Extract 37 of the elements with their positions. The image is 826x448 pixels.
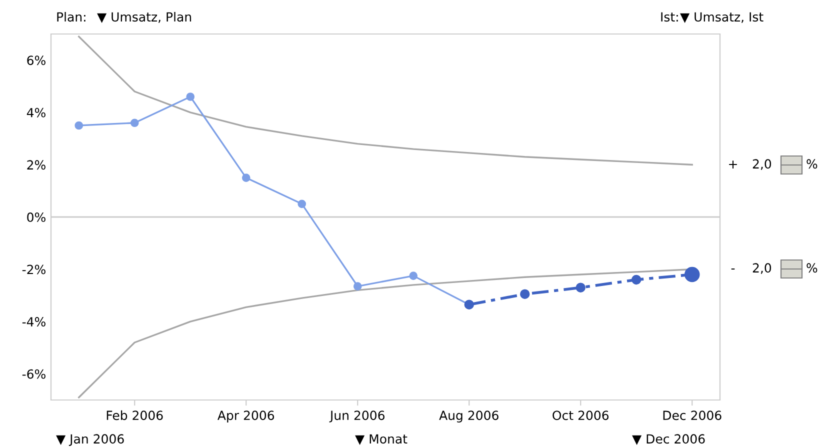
point: [130, 118, 139, 128]
text: -: [731, 268, 735, 270]
y-tick-label: -6%: [22, 369, 46, 379]
text: 2,0: [752, 159, 772, 170]
text: ▼ Umsatz, Plan: [97, 12, 192, 23]
y-tick-label: -4%: [22, 317, 46, 326]
y-tick-label: 0%: [27, 212, 46, 222]
y-tick-label: 4%: [26, 108, 46, 118]
point: [298, 200, 306, 208]
text: ▼ Monat: [355, 434, 408, 445]
x-tick-label: Dec 2006: [663, 410, 722, 420]
x-tick-label: Aug 2006: [439, 410, 498, 423]
x-tick-label: Oct 2006: [552, 410, 609, 420]
x-tick-label: Feb 2006: [106, 410, 163, 420]
text: ▼ Umsatz, Ist: [680, 12, 764, 23]
point: [576, 282, 586, 292]
text: +: [729, 160, 737, 168]
text: %: [806, 159, 818, 169]
x-tick-label: Jun 2006: [329, 410, 384, 422]
x-tick-label: Apr 2006: [218, 410, 274, 423]
text: Plan:: [57, 12, 86, 22]
point: [632, 274, 642, 285]
point: [242, 174, 250, 182]
text: %: [806, 263, 818, 273]
point: [353, 282, 362, 290]
text: 2,0: [752, 263, 772, 274]
y-tick-label: 2%: [27, 160, 46, 170]
y-tick-label: -2%: [22, 264, 46, 274]
point: [74, 121, 84, 130]
text: ▼ Dec 2006: [632, 434, 705, 445]
point: [186, 92, 195, 101]
point: [520, 289, 530, 299]
line-series: [78, 36, 693, 166]
text: ▼ Jan 2006: [56, 434, 124, 446]
point: [409, 272, 418, 280]
y-tick-label: 6%: [27, 56, 46, 66]
text: Ist:: [661, 12, 678, 22]
